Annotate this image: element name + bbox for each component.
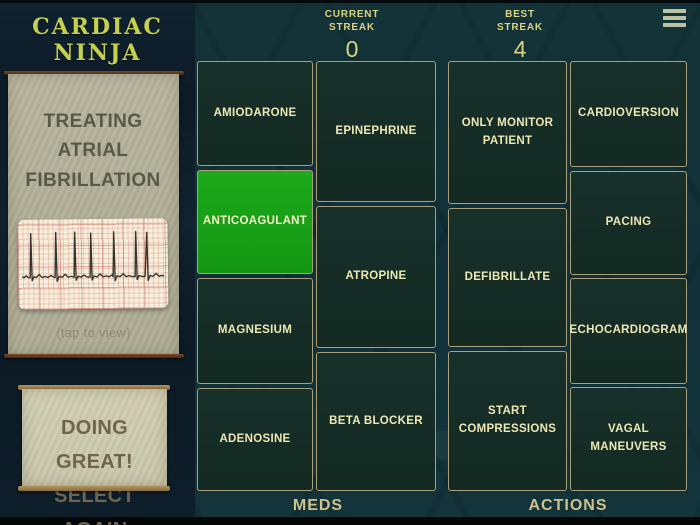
med-button-anticoagulant-selected[interactable]: ANTICOAGULANT: [197, 170, 313, 274]
app-logo: CARDIAC NINJA: [32, 14, 163, 66]
action-button-defibrillate[interactable]: DEFIBRILLATE: [448, 208, 567, 347]
action-button-echocardiogram[interactable]: ECHOCARDIOGRAM: [570, 278, 687, 384]
scroll-rod-bottom: [4, 354, 184, 358]
med-button-magnesium[interactable]: MAGNESIUM: [197, 278, 313, 384]
action-button-start-compressions[interactable]: START COMPRESSIONS: [448, 351, 567, 491]
current-streak-value: 0: [345, 36, 359, 62]
feedback-rod-bottom: [18, 486, 170, 491]
current-streak-display: CURRENT STREAK 0: [287, 9, 417, 63]
top-edge-strip: [0, 0, 700, 3]
menu-bar: [663, 16, 686, 20]
case-sidebar: CARDIAC NINJA TREATING ATRIAL FIBRILLATI…: [0, 3, 195, 525]
bottom-edge-strip: [0, 517, 700, 525]
feedback-scroll: [22, 389, 167, 487]
diagnosis-title: TREATING ATRIAL FIBRILLATION: [25, 111, 161, 191]
action-button-only-monitor-patient[interactable]: ONLY MONITOR PATIENT: [448, 61, 567, 204]
atrial-fibrillation-ecg-strip[interactable]: [17, 218, 169, 310]
ecg-waveform-icon: [21, 230, 165, 283]
med-button-epinephrine[interactable]: EPINEPHRINE: [316, 61, 436, 202]
feedback-message: DOING GREAT! SELECT AGAIN: [54, 417, 135, 525]
hamburger-menu-icon[interactable]: [663, 9, 686, 29]
menu-bar: [663, 23, 686, 27]
med-button-amiodarone[interactable]: AMIODARONE: [197, 61, 313, 166]
med-button-adenosine[interactable]: ADENOSINE: [197, 388, 313, 491]
best-streak-value: 4: [513, 36, 527, 62]
scroll-rod-top: [4, 71, 184, 75]
action-button-vagal-maneuvers[interactable]: VAGAL MANEUVERS: [570, 387, 687, 491]
current-streak-label: CURRENT STREAK: [324, 9, 380, 33]
actions-section-label: ACTIONS: [528, 497, 608, 514]
feedback-rod-top: [18, 385, 170, 390]
tap-to-view-hint: (tap to view): [56, 325, 131, 340]
action-button-pacing[interactable]: PACING: [570, 171, 687, 275]
best-streak-label: BEST STREAK: [497, 9, 543, 33]
menu-bar: [663, 9, 686, 13]
med-button-beta-blocker[interactable]: BETA BLOCKER: [316, 352, 436, 491]
action-button-cardioversion[interactable]: CARDIOVERSION: [570, 61, 687, 167]
best-streak-display: BEST STREAK 4: [455, 9, 585, 63]
med-button-atropine[interactable]: ATROPINE: [316, 206, 436, 348]
meds-section-label: MEDS: [292, 497, 344, 514]
